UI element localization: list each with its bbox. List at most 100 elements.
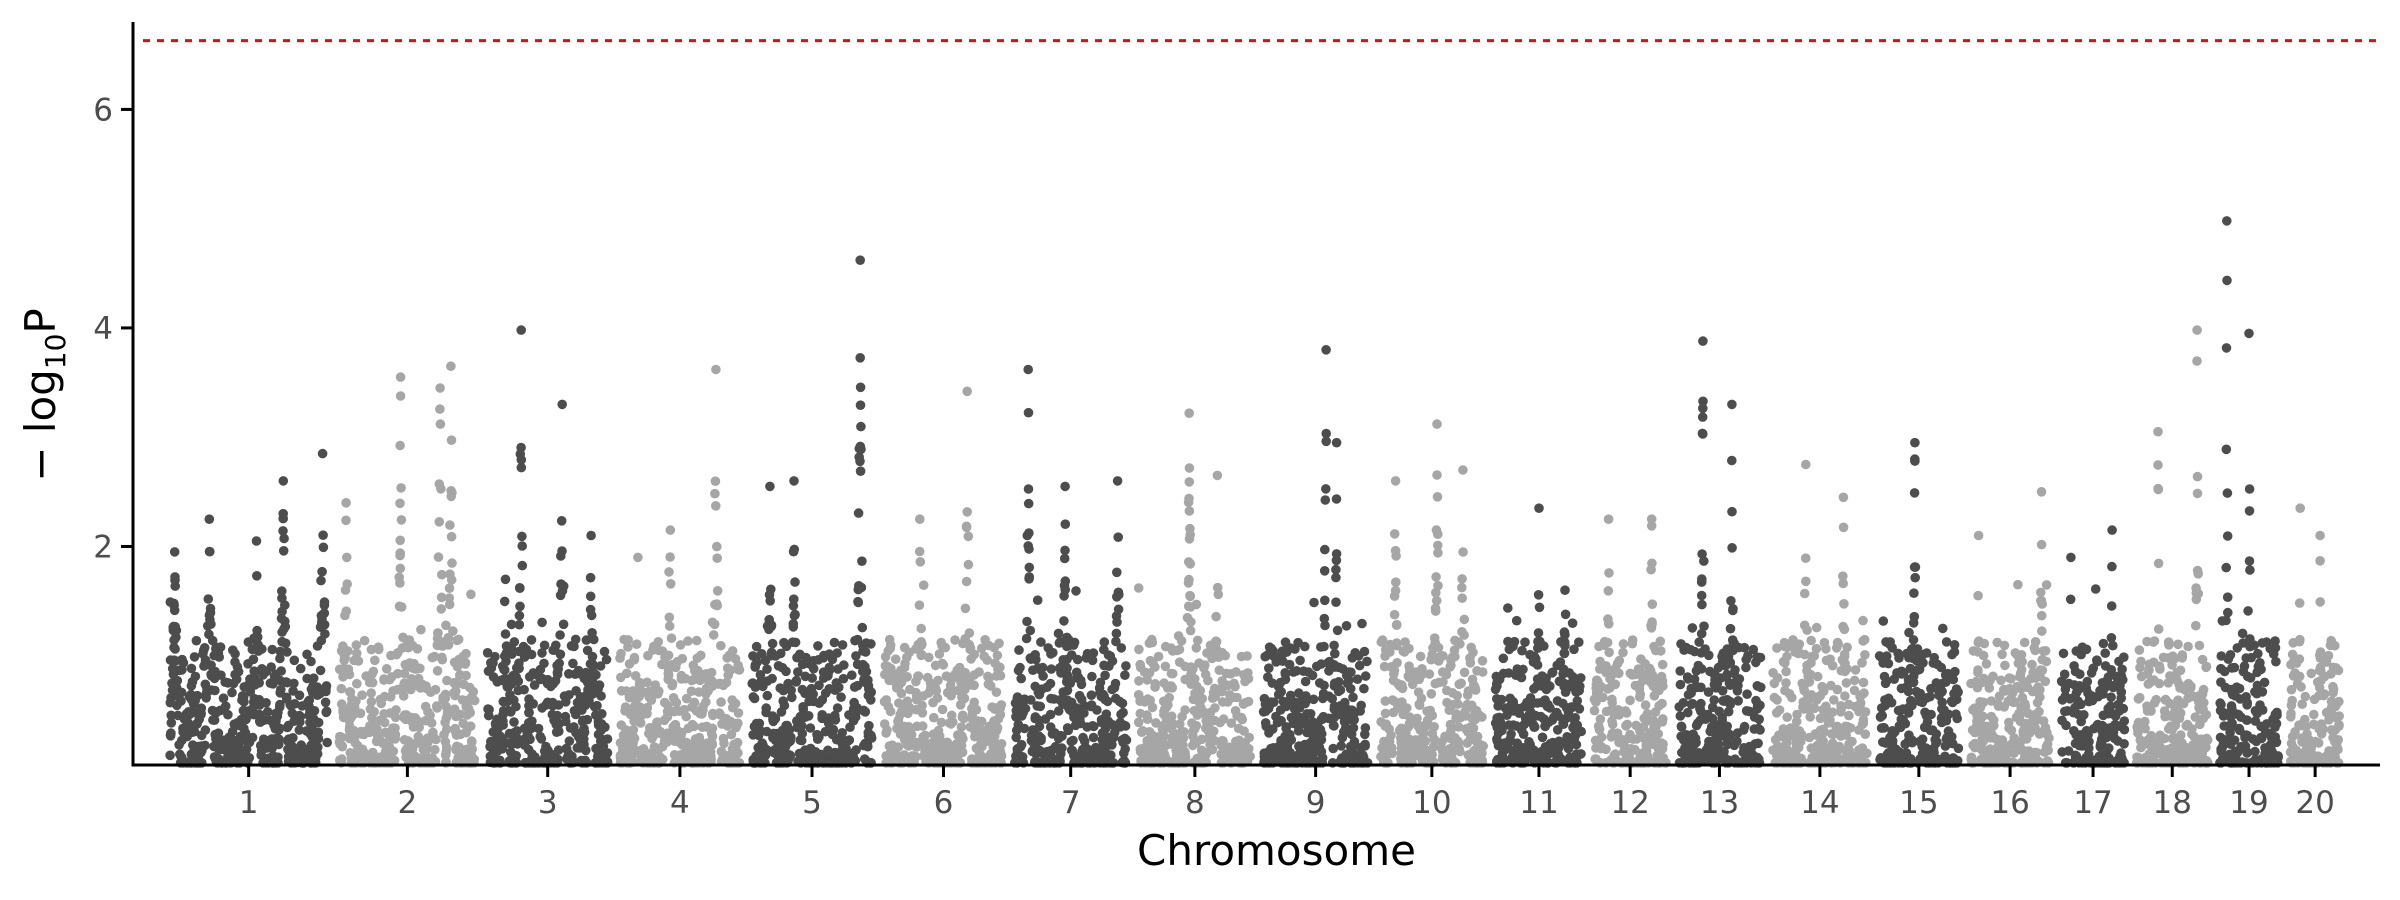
snp-point (517, 541, 527, 551)
snp-point (1135, 746, 1146, 757)
peak-snp-point (1560, 585, 1570, 595)
chromosome-4-points (615, 364, 745, 768)
snp-point (895, 710, 905, 720)
snp-point (294, 725, 305, 735)
snp-point (187, 676, 198, 687)
snp-point (1107, 740, 1117, 750)
snp-point (1303, 667, 1314, 677)
snp-point (1089, 721, 1099, 732)
snp-point (622, 668, 632, 679)
snp-point (706, 667, 717, 678)
snp-point (572, 743, 583, 753)
snp-point (1450, 744, 1460, 754)
snp-point (1555, 657, 1566, 667)
snp-point (1698, 429, 1708, 439)
chromosome-12-points (1589, 514, 1671, 768)
snp-point (1777, 731, 1788, 742)
snp-point (280, 621, 291, 632)
snp-point (319, 597, 330, 607)
chromosome-6-points (879, 386, 1007, 768)
snp-point (335, 755, 345, 765)
snp-point (1849, 675, 1860, 686)
snp-point (1189, 724, 1200, 734)
snp-point (1328, 743, 1338, 754)
snp-point (445, 569, 455, 579)
snp-point (1116, 709, 1126, 720)
snp-point (748, 692, 759, 702)
snp-point (855, 382, 866, 393)
snp-point (1184, 506, 1195, 516)
snp-point (1604, 568, 1614, 578)
snp-point (1389, 696, 1399, 706)
snp-point (278, 526, 288, 536)
snp-point (1182, 612, 1193, 623)
snp-point (795, 649, 805, 660)
snp-point (884, 634, 895, 645)
snp-point (1026, 695, 1036, 705)
snp-point (252, 632, 263, 642)
peak-snp-point (1646, 514, 1657, 524)
snp-point (686, 740, 697, 750)
snp-point (664, 567, 674, 577)
snp-point (1696, 706, 1706, 716)
snp-point (1779, 637, 1790, 648)
snp-point (837, 640, 848, 650)
chromosome-15-points (1874, 437, 1964, 768)
snp-point (1453, 722, 1464, 732)
snp-point (880, 661, 891, 671)
snp-point (1097, 746, 1107, 756)
snp-point (537, 673, 547, 684)
snp-point (587, 676, 598, 687)
snp-point (1455, 639, 1465, 649)
snp-point (495, 737, 506, 747)
snp-point (347, 694, 357, 704)
snp-point (304, 745, 315, 756)
snp-point (391, 705, 401, 715)
snp-point (209, 715, 220, 725)
snp-point (1681, 747, 1691, 757)
snp-point (1529, 755, 1540, 765)
snp-point (176, 751, 186, 762)
snp-point (1858, 677, 1869, 688)
snp-point (1503, 636, 1513, 647)
snp-point (1858, 615, 1868, 626)
snp-point (1217, 697, 1228, 707)
snp-point (1477, 740, 1487, 751)
snp-point (403, 681, 413, 692)
peak-snp-point (765, 481, 775, 492)
snp-point (1781, 666, 1791, 677)
snp-point (186, 663, 197, 674)
snp-point (320, 629, 330, 639)
snp-point (165, 750, 175, 761)
snp-point (450, 686, 461, 696)
snp-point (709, 619, 720, 630)
snp-point (1430, 603, 1441, 614)
snp-point (1380, 708, 1391, 719)
snp-point (1844, 710, 1854, 721)
snp-point (1030, 650, 1040, 660)
chromosome-3-points (482, 325, 613, 768)
snp-point (1698, 396, 1708, 407)
snp-point (1496, 694, 1507, 705)
snp-point (982, 655, 992, 665)
snp-point (1264, 642, 1275, 652)
snp-point (866, 733, 877, 743)
snp-point (1311, 746, 1322, 756)
snp-point (675, 640, 686, 650)
snp-point (659, 697, 670, 708)
snp-point (395, 440, 405, 451)
snp-point (315, 665, 326, 676)
snp-point (441, 742, 452, 753)
snp-point (621, 725, 631, 735)
snp-point (1454, 679, 1464, 690)
snp-point (1614, 655, 1625, 666)
snp-point (1011, 732, 1021, 743)
snp-point (1723, 706, 1734, 717)
snp-point (1726, 644, 1736, 654)
snp-point (727, 695, 737, 705)
snp-point (788, 622, 799, 632)
snp-point (1825, 715, 1835, 725)
snp-point (1457, 574, 1467, 584)
snp-point (879, 719, 890, 729)
peak-snp-point (169, 547, 180, 557)
